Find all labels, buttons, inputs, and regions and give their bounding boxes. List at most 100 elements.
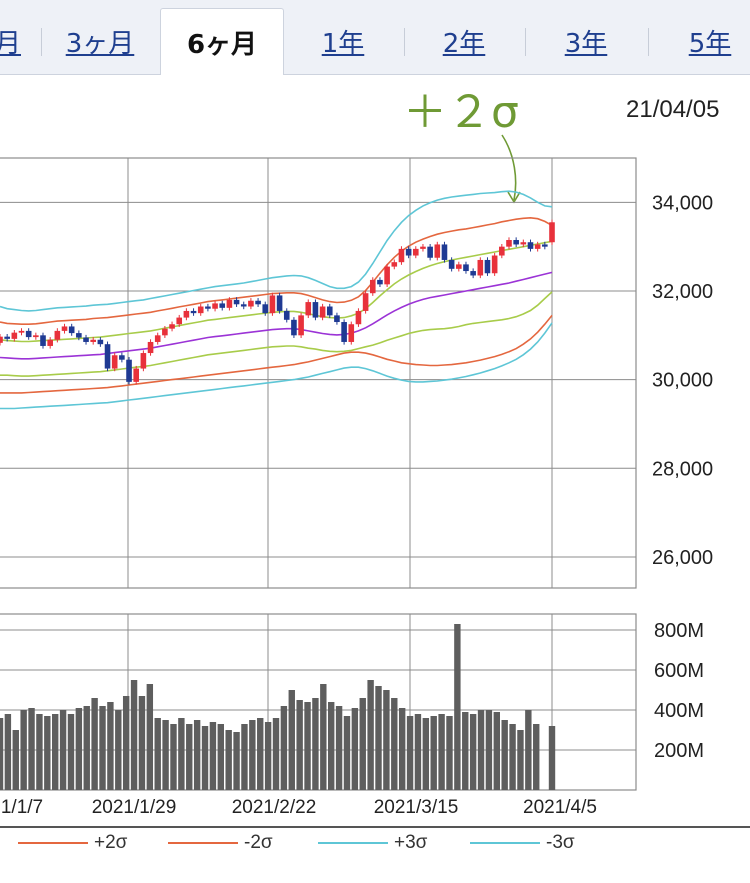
volume-bar (438, 714, 445, 790)
candle-body (470, 271, 476, 276)
legend-item-plus3sigma: +3σ (318, 832, 427, 854)
volume-bar (186, 724, 193, 790)
date-tick-label: 2021/3/15 (374, 797, 459, 818)
price-tick-label: 32,000 (652, 281, 713, 303)
legend: +2σ -2σ +3σ -3σ (0, 826, 750, 868)
candle-body (140, 353, 147, 369)
volume-bar (4, 714, 12, 790)
candle-body (40, 335, 46, 346)
candle-body (76, 333, 82, 338)
candle-body (269, 295, 276, 314)
volume-bar (91, 698, 98, 790)
candle-body (68, 326, 75, 334)
tab-3-months[interactable]: 3ヶ月 (65, 28, 135, 59)
candle-body (197, 306, 204, 314)
volume-tick-label: 200M (654, 740, 704, 762)
candle-body (262, 304, 269, 314)
candle-body (219, 303, 226, 308)
tab-3-years[interactable]: 3年 (564, 28, 608, 59)
price-chart: ＋２σ 34,000 32,000 30,000 28,000 26,000 800M 6… (0, 87, 713, 818)
volume-bar (328, 702, 335, 790)
candle-body (527, 242, 534, 249)
tab-2-years[interactable]: 2年 (442, 28, 486, 59)
price-tick-label: 28,000 (652, 458, 713, 480)
candle-body (154, 335, 161, 342)
tab-1-year[interactable]: 1年 (321, 28, 365, 59)
candle-body (4, 336, 10, 339)
candle-body (283, 310, 290, 320)
chart-date: 21/04/05 (626, 96, 720, 123)
candle-body (111, 355, 118, 369)
bollinger-bands (0, 190, 553, 410)
candle-body (205, 306, 211, 309)
candle-body (147, 341, 154, 354)
date-tick-label: 2021/1/29 (92, 797, 177, 818)
volume-bar (430, 716, 437, 790)
candle-body (133, 368, 140, 382)
volume-tick-label: 800M (654, 620, 704, 642)
price-tick-label: 26,000 (652, 547, 713, 569)
candle-body (298, 315, 304, 336)
volume-tick-label: 600M (654, 660, 704, 682)
candle-body (334, 315, 340, 323)
candle-body (441, 244, 448, 260)
candle-body (104, 344, 111, 369)
candle-body (97, 339, 104, 345)
volume-bar (296, 700, 303, 790)
volume-bar (75, 708, 83, 790)
legend-swatch (168, 842, 238, 844)
legend-swatch (470, 842, 540, 844)
volume-bar (209, 722, 217, 790)
volume-bars (0, 624, 556, 790)
volume-bar (422, 718, 430, 790)
candle-body (341, 322, 347, 342)
candle-body (83, 337, 89, 342)
volume-bar (249, 720, 256, 790)
candle-body (54, 330, 61, 340)
volume-bar (548, 726, 556, 790)
volume-bar (391, 698, 398, 790)
volume-bar (52, 714, 59, 790)
candle-body (398, 248, 405, 263)
minus1sigma-line (0, 291, 553, 377)
candle-body (434, 244, 441, 258)
minus2sigma-line (0, 314, 553, 394)
candle-body (499, 246, 505, 256)
candle-body (0, 336, 3, 343)
price-frame (0, 157, 637, 589)
volume-bar (335, 706, 343, 790)
volume-bar (130, 680, 138, 790)
tab-5-years[interactable]: 5年 (688, 28, 732, 59)
volume-bar (501, 720, 508, 790)
date-axis: 1/1/7 2021/1/29 2021/2/22 2021/3/15 2021/4/5 (1, 797, 597, 818)
volume-bar (225, 730, 232, 790)
volume-bar (115, 710, 122, 790)
candle-body (456, 264, 462, 269)
price-tick-label: 34,000 (652, 192, 713, 214)
volume-bar (146, 684, 154, 790)
date-tick-label: 2021/2/22 (232, 797, 317, 818)
date-tick-label: 2021/4/5 (523, 797, 597, 818)
volume-bar (257, 718, 264, 790)
candle-body (405, 248, 412, 256)
candle-body (90, 339, 96, 342)
volume-bar (288, 690, 295, 790)
price-grid (0, 157, 637, 589)
legend-label: -2σ (244, 832, 273, 853)
volume-bar (241, 724, 248, 790)
candle-body (33, 335, 39, 338)
candle-body (162, 328, 168, 336)
candle-body (542, 244, 548, 247)
volume-bar (122, 696, 130, 790)
candle-body (348, 324, 355, 342)
candle-body (491, 255, 498, 274)
tab-6-months[interactable]: 6ヶ月 (160, 8, 284, 75)
candle-body (506, 240, 512, 247)
tab-1-month[interactable]: 月 (0, 28, 21, 59)
volume-bar (233, 732, 240, 790)
candle-body (169, 324, 175, 329)
candle-body (233, 299, 240, 305)
price-y-axis: 34,000 32,000 30,000 28,000 26,000 (652, 192, 713, 569)
volume-bar (83, 706, 90, 790)
candle-body (183, 310, 190, 318)
